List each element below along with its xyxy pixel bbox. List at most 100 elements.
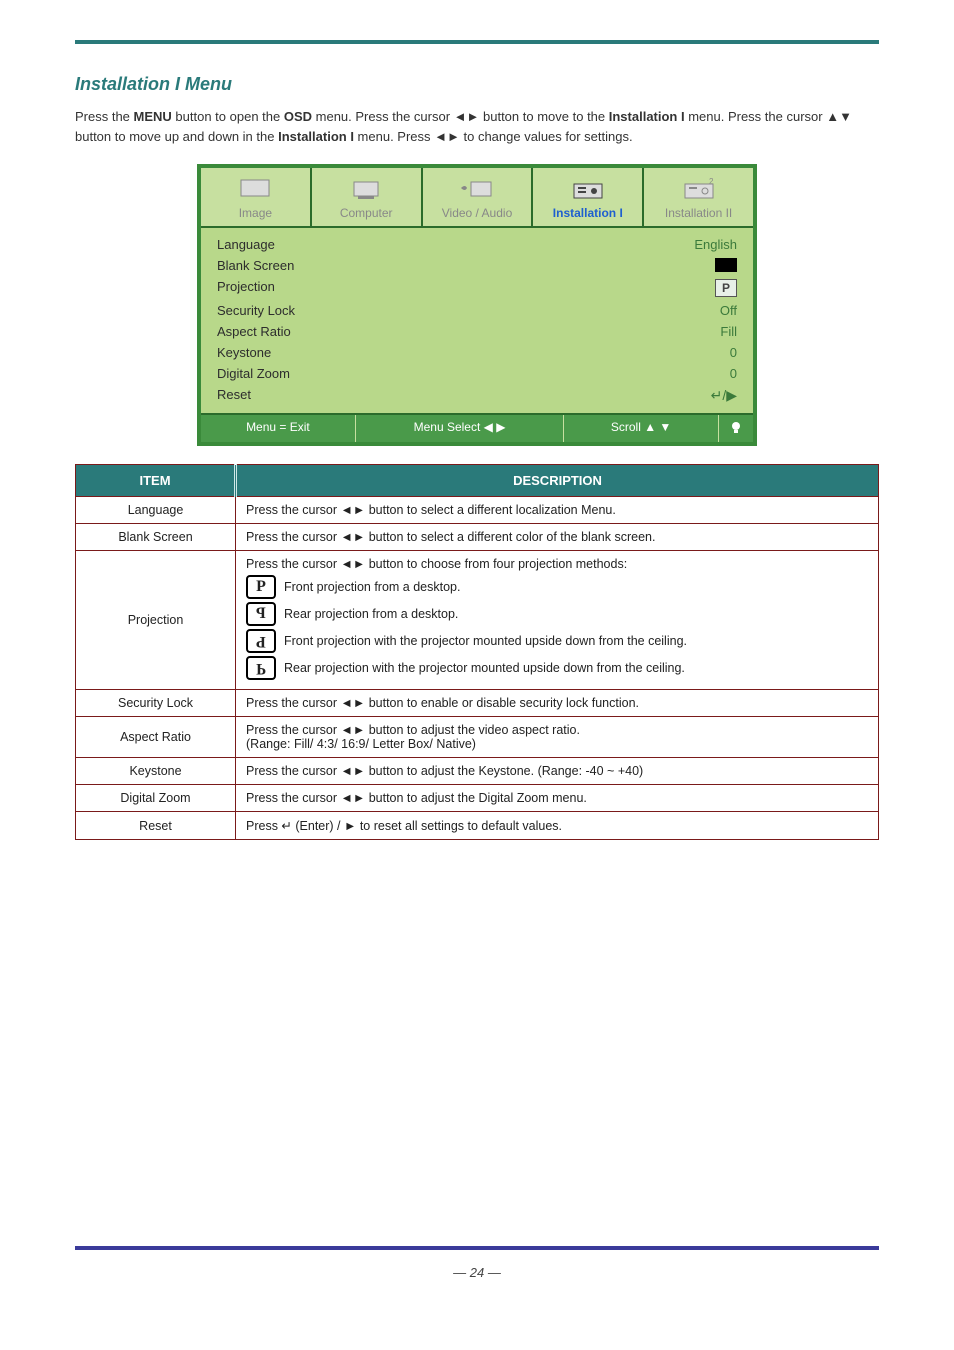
osd-tab-installation-ii[interactable]: 2 Installation II (644, 168, 753, 226)
tab-label: Installation II (665, 206, 732, 220)
osd-tab-video-audio[interactable]: Video / Audio (423, 168, 534, 226)
osd-footer: Menu = Exit Menu Select ◀ ▶ Scroll ▲ ▼ (201, 413, 753, 442)
desc-cell: Press the cursor ◄► button to select a d… (236, 497, 879, 524)
osd-value: English (694, 237, 737, 252)
projection-mode-icon: P (246, 602, 276, 626)
osd-row-reset[interactable]: Reset ↵/▶ (201, 384, 753, 407)
instr-text: button to move up and down in the (75, 129, 278, 144)
osd-label: Security Lock (217, 303, 295, 318)
instr-text: to change values for settings. (460, 129, 633, 144)
th-item: ITEM (76, 465, 236, 497)
inst1-bold: Installation I (609, 109, 685, 124)
osd-tab-installation-i[interactable]: Installation I (533, 168, 644, 226)
tab-icon: 2 (679, 174, 719, 202)
item-cell: Security Lock (76, 690, 236, 717)
osd-label: Blank Screen (217, 258, 294, 273)
osd-row-projection[interactable]: Projection P (201, 276, 753, 300)
desc-cell: Press the cursor ◄► button to adjust the… (236, 758, 879, 785)
instructions: Press the MENU button to open the OSD me… (75, 107, 879, 146)
item-cell: Projection (76, 551, 236, 690)
item-cell: Digital Zoom (76, 785, 236, 812)
inst1-bold2: Installation I (278, 129, 354, 144)
table-row: ResetPress ↵ (Enter) / ► to reset all se… (76, 812, 879, 840)
enter-icon: ↵/▶ (711, 387, 737, 404)
lr-arrows2: ◄► (434, 129, 460, 144)
table-row: Blank ScreenPress the cursor ◄► button t… (76, 524, 879, 551)
desc-cell: Press the cursor ◄► button to adjust the… (236, 785, 879, 812)
tab-icon (235, 174, 275, 202)
projection-mode-text: Rear projection with the projector mount… (284, 661, 685, 675)
instr-text: menu. Press the cursor (685, 109, 827, 124)
osd-value: 0 (730, 366, 737, 381)
osd-tab-computer[interactable]: Computer (312, 168, 423, 226)
osd-label: Digital Zoom (217, 366, 290, 381)
projection-mode-text: Front projection from a desktop. (284, 580, 460, 594)
osd-value: Off (720, 303, 737, 318)
item-cell: Reset (76, 812, 236, 840)
tab-icon (568, 174, 608, 202)
page-number: — 24 — (0, 1265, 954, 1280)
item-cell: Language (76, 497, 236, 524)
desc-cell: Press the cursor ◄► button to enable or … (236, 690, 879, 717)
tab-label: Image (239, 206, 272, 220)
table-row: KeystonePress the cursor ◄► button to ad… (76, 758, 879, 785)
table-row: Aspect RatioPress the cursor ◄► button t… (76, 717, 879, 758)
instr-text: menu. Press (354, 129, 434, 144)
osd-row-language[interactable]: Language English (201, 234, 753, 255)
projection-mode-text: Front projection with the projector moun… (284, 634, 687, 648)
osd-label: Projection (217, 279, 275, 297)
desc-cell: Press the cursor ◄► button to choose fro… (236, 551, 879, 690)
lr-arrows: ◄► (454, 109, 480, 124)
footer-scroll: Scroll ▲ ▼ (564, 415, 719, 442)
tab-label: Computer (340, 206, 393, 220)
table-row: Security LockPress the cursor ◄► button … (76, 690, 879, 717)
table-row: Digital ZoomPress the cursor ◄► button t… (76, 785, 879, 812)
osd-panel: Image Computer Video / Audio Installation I… (197, 164, 757, 446)
footer-exit: Menu = Exit (201, 415, 356, 442)
instr-text: button to move to the (479, 109, 608, 124)
instr-text: menu. Press the cursor (312, 109, 454, 124)
item-cell: Blank Screen (76, 524, 236, 551)
projection-mode-text: Rear projection from a desktop. (284, 607, 458, 621)
osd-label: Reset (217, 387, 251, 404)
osd-bold: OSD (284, 109, 312, 124)
top-rule (75, 40, 879, 44)
osd-row-blank-screen[interactable]: Blank Screen (201, 255, 753, 276)
osd-label: Aspect Ratio (217, 324, 291, 339)
projection-mode-icon: P (246, 629, 276, 653)
desc-cell: Press the cursor ◄► button to select a d… (236, 524, 879, 551)
osd-tab-image[interactable]: Image (201, 168, 312, 226)
th-desc: DESCRIPTION (236, 465, 879, 497)
osd-label: Keystone (217, 345, 271, 360)
osd-tabs: Image Computer Video / Audio Installation I… (201, 168, 753, 228)
footer-lamp-icon (719, 415, 753, 442)
instr-text: button to open the (172, 109, 284, 124)
item-cell: Aspect Ratio (76, 717, 236, 758)
tab-label: Video / Audio (442, 206, 513, 220)
desc-cell: Press the cursor ◄► button to adjust the… (236, 717, 879, 758)
osd-label: Language (217, 237, 275, 252)
tab-icon (457, 174, 497, 202)
osd-rows: Language English Blank Screen Projection P Se… (201, 228, 753, 413)
projection-icon: P (715, 279, 737, 297)
osd-row-digital-zoom[interactable]: Digital Zoom 0 (201, 363, 753, 384)
projection-mode-icon: P (246, 575, 276, 599)
instr-text: Press the (75, 109, 134, 124)
table-row: LanguagePress the cursor ◄► button to se… (76, 497, 879, 524)
footer-select: Menu Select ◀ ▶ (356, 415, 564, 442)
osd-row-keystone[interactable]: Keystone0 (201, 342, 753, 363)
table-row: ProjectionPress the cursor ◄► button to … (76, 551, 879, 690)
ud-arrows: ▲▼ (826, 109, 852, 124)
item-cell: Keystone (76, 758, 236, 785)
osd-row-aspect-ratio[interactable]: Aspect Ratio Fill (201, 321, 753, 342)
projection-mode-icon: P (246, 656, 276, 680)
tab-icon (346, 174, 386, 202)
tab-label: Installation I (553, 206, 623, 220)
footer-rule (75, 1246, 879, 1250)
page-heading: Installation I Menu (75, 74, 879, 95)
osd-value: Fill (720, 324, 737, 339)
osd-row-security-lock[interactable]: Security Lock Off (201, 300, 753, 321)
svg-text:2: 2 (709, 177, 714, 186)
description-table: ITEM DESCRIPTION LanguagePress the curso… (75, 464, 879, 840)
blank-swatch (715, 258, 737, 272)
